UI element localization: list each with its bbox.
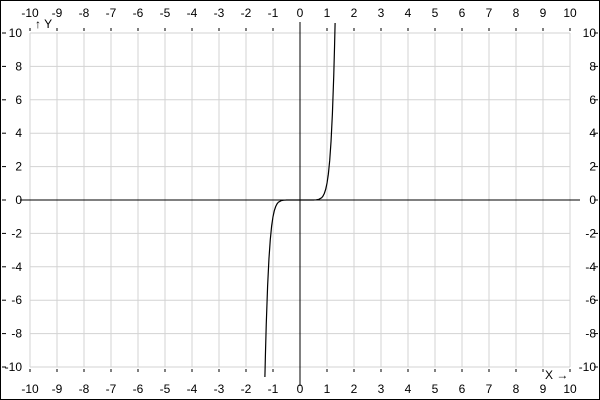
x-tick-label-bottom: 2 <box>351 382 358 396</box>
x-tick-label-top: -5 <box>160 6 171 20</box>
x-tick-label-bottom: 6 <box>459 382 466 396</box>
y-tick-label-left: -10 <box>5 360 23 374</box>
x-tick-label-top: 0 <box>297 6 304 20</box>
x-tick-label-top: 3 <box>378 6 385 20</box>
y-tick-label-left: 0 <box>15 193 22 207</box>
x-tick-label-top: -9 <box>52 6 63 20</box>
x-tick-label-bottom: -3 <box>214 382 225 396</box>
x-tick-label-top: -1 <box>268 6 279 20</box>
x-tick-label-top: 4 <box>405 6 412 20</box>
y-tick-label-right: 4 <box>589 126 596 140</box>
x-tick-label-bottom: 9 <box>540 382 547 396</box>
y-tick-label-left: 6 <box>15 93 22 107</box>
y-tick-label-right: 10 <box>583 26 597 40</box>
x-tick-label-bottom: 0 <box>297 382 304 396</box>
x-axis-label: X → <box>545 368 568 382</box>
x-tick-label-top: 5 <box>432 6 439 20</box>
y-tick-label-right: -6 <box>585 293 596 307</box>
y-tick-label-left: 2 <box>15 160 22 174</box>
y-tick-label-right: 0 <box>589 193 596 207</box>
x-tick-label-bottom: 8 <box>513 382 520 396</box>
y-tick-label-right: -10 <box>579 360 597 374</box>
y-tick-label-left: 10 <box>9 26 23 40</box>
x-tick-label-bottom: -2 <box>241 382 252 396</box>
x-tick-label-bottom: -10 <box>21 382 39 396</box>
x-tick-label-top: 2 <box>351 6 358 20</box>
x-tick-label-bottom: 1 <box>324 382 331 396</box>
x-tick-label-bottom: -4 <box>187 382 198 396</box>
x-tick-label-top: -6 <box>133 6 144 20</box>
x-tick-label-top: -3 <box>214 6 225 20</box>
y-tick-label-left: 8 <box>15 59 22 73</box>
y-axis-label: ↑ Y <box>35 17 52 31</box>
x-tick-label-bottom: -5 <box>160 382 171 396</box>
x-tick-label-top: -2 <box>241 6 252 20</box>
x-tick-label-bottom: -8 <box>79 382 90 396</box>
x-tick-label-bottom: 5 <box>432 382 439 396</box>
x-tick-label-top: -7 <box>106 6 117 20</box>
function-curve <box>264 22 336 378</box>
x-tick-label-bottom: -1 <box>268 382 279 396</box>
y-tick-label-right: 2 <box>589 160 596 174</box>
y-tick-label-left: -2 <box>11 226 22 240</box>
y-tick-label-left: -6 <box>11 293 22 307</box>
x-tick-label-top: 9 <box>540 6 547 20</box>
y-tick-label-left: -4 <box>11 260 22 274</box>
x-tick-label-top: 7 <box>486 6 493 20</box>
y-tick-label-left: 4 <box>15 126 22 140</box>
x-tick-label-top: 10 <box>563 6 577 20</box>
x-tick-label-bottom: 10 <box>563 382 577 396</box>
x-tick-label-top: 6 <box>459 6 466 20</box>
x-tick-label-top: -4 <box>187 6 198 20</box>
x-tick-label-top: -8 <box>79 6 90 20</box>
x-tick-label-bottom: 7 <box>486 382 493 396</box>
y-tick-label-right: -8 <box>585 327 596 341</box>
x-tick-label-top: -10 <box>21 6 39 20</box>
x-tick-label-top: 8 <box>513 6 520 20</box>
y-tick-label-right: 8 <box>589 59 596 73</box>
x-tick-label-bottom: 4 <box>405 382 412 396</box>
y-tick-label-right: -4 <box>585 260 596 274</box>
x-tick-label-bottom: -9 <box>52 382 63 396</box>
x-tick-label-top: 1 <box>324 6 331 20</box>
y-tick-label-right: 6 <box>589 93 596 107</box>
x-tick-label-bottom: 3 <box>378 382 385 396</box>
y-tick-label-left: -8 <box>11 327 22 341</box>
x-tick-label-bottom: -6 <box>133 382 144 396</box>
y-tick-label-right: -2 <box>585 226 596 240</box>
x-tick-label-bottom: -7 <box>106 382 117 396</box>
